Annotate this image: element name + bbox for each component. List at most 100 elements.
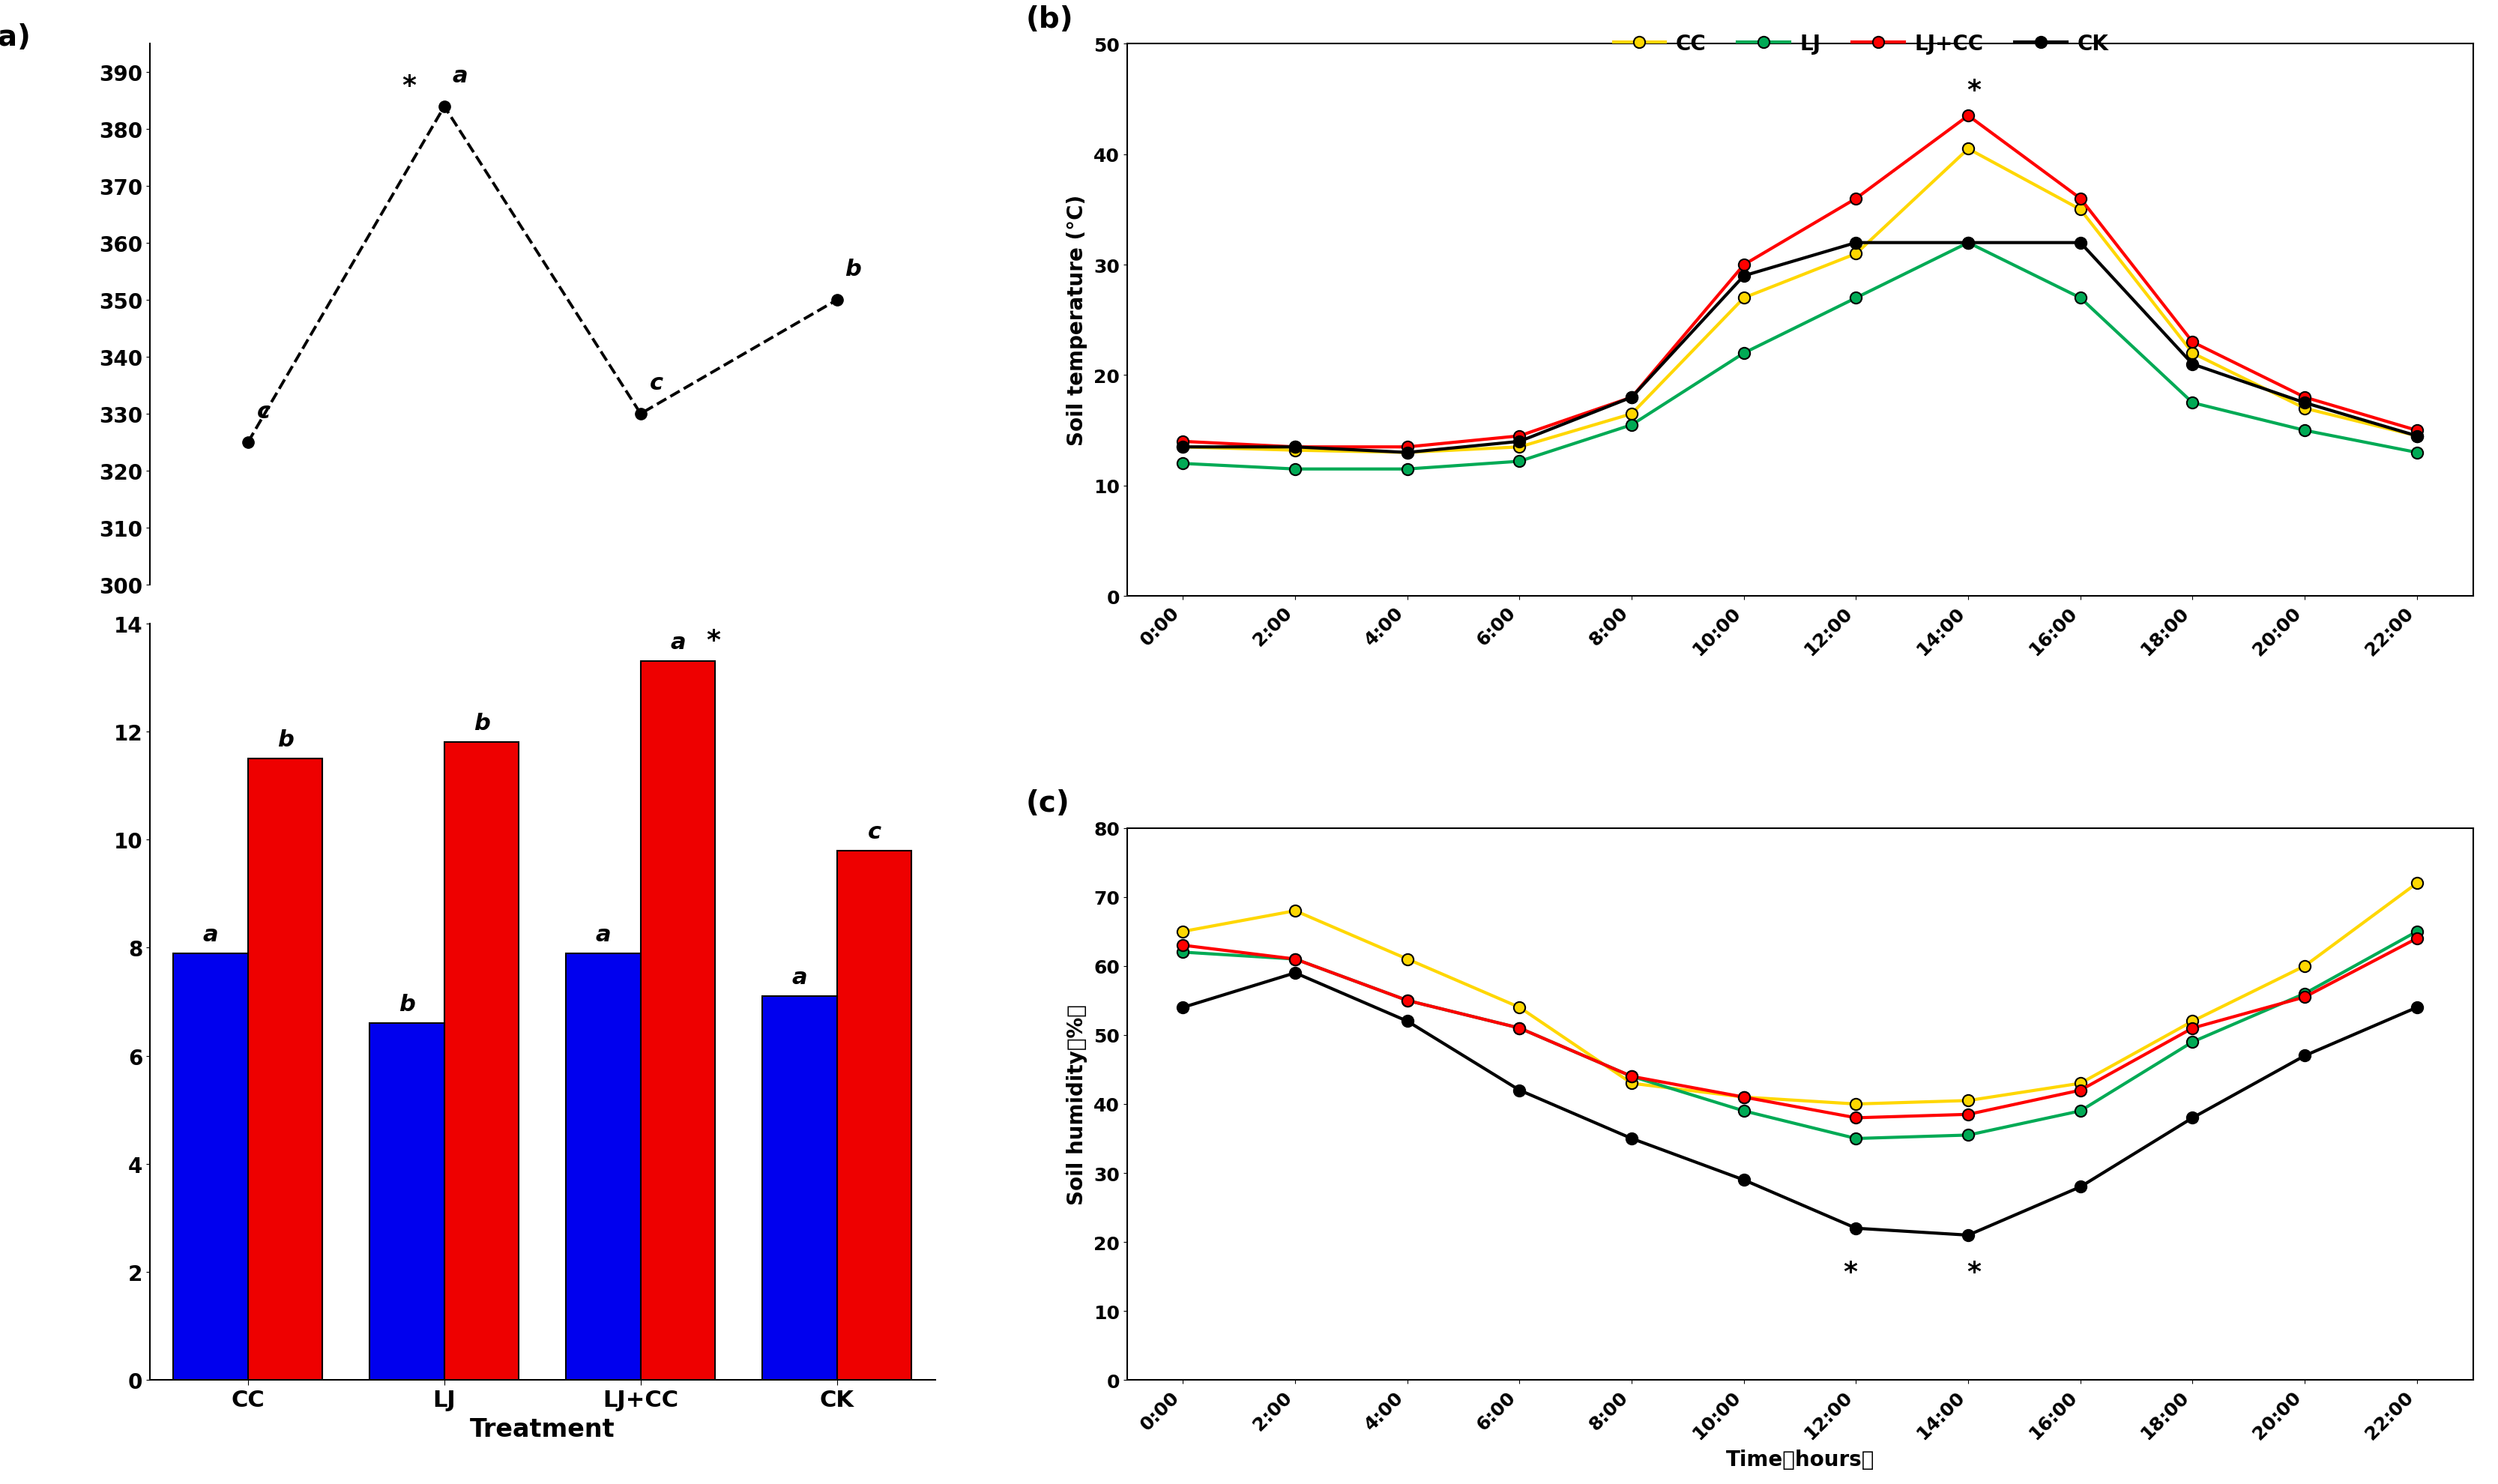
Text: c: c xyxy=(257,401,270,423)
LJ+CC xyxy=(1729,1088,1759,1106)
LJ xyxy=(1279,460,1309,478)
Text: c: c xyxy=(649,372,662,395)
CK xyxy=(1729,267,1759,285)
LJ xyxy=(1504,1020,1534,1037)
CK xyxy=(1841,1220,1871,1238)
CK xyxy=(1279,438,1309,456)
Line: CC: CC xyxy=(1177,877,2423,1110)
LJ+CC xyxy=(1504,1020,1534,1037)
Text: (c): (c) xyxy=(1027,788,1069,818)
LJ+CC xyxy=(1391,991,1421,1009)
LJ+CC xyxy=(1279,438,1309,456)
LJ xyxy=(2403,923,2433,941)
LJ xyxy=(1841,1129,1871,1147)
Y-axis label: Soil humidity（%）: Soil humidity（%） xyxy=(1067,1003,1087,1205)
CK xyxy=(1279,965,1309,982)
LJ+CC xyxy=(1504,427,1534,445)
Legend: CC, LJ, LJ+CC, CK: CC, LJ, LJ+CC, CK xyxy=(1604,25,2118,62)
CC xyxy=(1616,1074,1646,1092)
Text: b: b xyxy=(277,729,295,751)
LJ xyxy=(1616,1067,1646,1085)
CC xyxy=(2403,427,2433,445)
CK xyxy=(1953,234,1983,252)
Text: *: * xyxy=(1966,1260,1981,1285)
CC xyxy=(2066,202,2096,220)
Text: a: a xyxy=(792,966,807,988)
CK xyxy=(2178,1109,2208,1126)
CC xyxy=(1841,1095,1871,1113)
LJ xyxy=(1729,344,1759,362)
LJ xyxy=(1391,460,1421,478)
CC xyxy=(1729,1088,1759,1106)
LJ xyxy=(1391,991,1421,1009)
CK xyxy=(1391,444,1421,462)
CK xyxy=(2291,395,2321,413)
LJ+CC xyxy=(1953,107,1983,125)
Bar xyxy=(445,742,520,1380)
LJ+CC xyxy=(1616,1067,1646,1085)
LJ xyxy=(2403,444,2433,462)
CC xyxy=(2178,344,2208,362)
Text: b: b xyxy=(400,994,415,1015)
LJ+CC xyxy=(1279,950,1309,968)
CC xyxy=(1504,999,1534,1017)
LJ+CC xyxy=(1841,190,1871,208)
Bar xyxy=(247,758,322,1380)
CC xyxy=(1279,442,1309,460)
CC xyxy=(1391,950,1421,968)
Text: *: * xyxy=(707,628,719,653)
Text: c: c xyxy=(867,821,882,843)
LJ+CC xyxy=(2403,421,2433,439)
Text: *: * xyxy=(1844,1260,1859,1285)
LJ xyxy=(1729,1103,1759,1120)
Text: (a): (a) xyxy=(0,22,32,52)
CK xyxy=(1616,389,1646,407)
LJ xyxy=(2291,985,2321,1003)
LJ+CC xyxy=(2291,389,2321,407)
Text: *: * xyxy=(402,73,417,98)
Text: a: a xyxy=(452,65,467,88)
LJ xyxy=(1279,950,1309,968)
CK xyxy=(1391,1012,1421,1030)
LJ+CC xyxy=(2178,334,2208,352)
LJ+CC xyxy=(2291,988,2321,1006)
LJ xyxy=(1616,417,1646,435)
CC xyxy=(1169,923,1199,941)
CK xyxy=(1729,1171,1759,1189)
CK xyxy=(2066,234,2096,252)
LJ xyxy=(1841,289,1871,307)
CK xyxy=(1169,438,1199,456)
LJ xyxy=(2291,421,2321,439)
LJ xyxy=(1169,456,1199,473)
Text: *: * xyxy=(1966,77,1981,102)
CK xyxy=(1616,1129,1646,1147)
LJ+CC xyxy=(1616,389,1646,407)
CK xyxy=(1841,234,1871,252)
CC xyxy=(1616,405,1646,423)
CC xyxy=(2291,399,2321,417)
Text: a: a xyxy=(202,923,217,945)
Text: b: b xyxy=(475,712,490,735)
Bar xyxy=(837,850,912,1380)
Bar xyxy=(370,1024,445,1380)
LJ+CC xyxy=(1841,1109,1871,1126)
LJ xyxy=(2066,289,2096,307)
LJ+CC xyxy=(2403,929,2433,947)
CK xyxy=(1504,1082,1534,1100)
CC xyxy=(1169,438,1199,456)
CC xyxy=(2178,1012,2208,1030)
Line: LJ: LJ xyxy=(1177,237,2423,475)
X-axis label: Treatment: Treatment xyxy=(470,1417,615,1441)
LJ xyxy=(2178,1033,2208,1051)
CK xyxy=(2066,1178,2096,1196)
LJ+CC xyxy=(2178,1020,2208,1037)
Line: CK: CK xyxy=(1177,237,2423,459)
LJ xyxy=(1953,234,1983,252)
Text: a: a xyxy=(595,923,612,945)
Line: LJ: LJ xyxy=(1177,926,2423,1144)
CC xyxy=(2403,874,2433,892)
LJ xyxy=(2066,1103,2096,1120)
LJ+CC xyxy=(1953,1106,1983,1123)
CK xyxy=(1504,433,1534,451)
CK xyxy=(2403,999,2433,1017)
